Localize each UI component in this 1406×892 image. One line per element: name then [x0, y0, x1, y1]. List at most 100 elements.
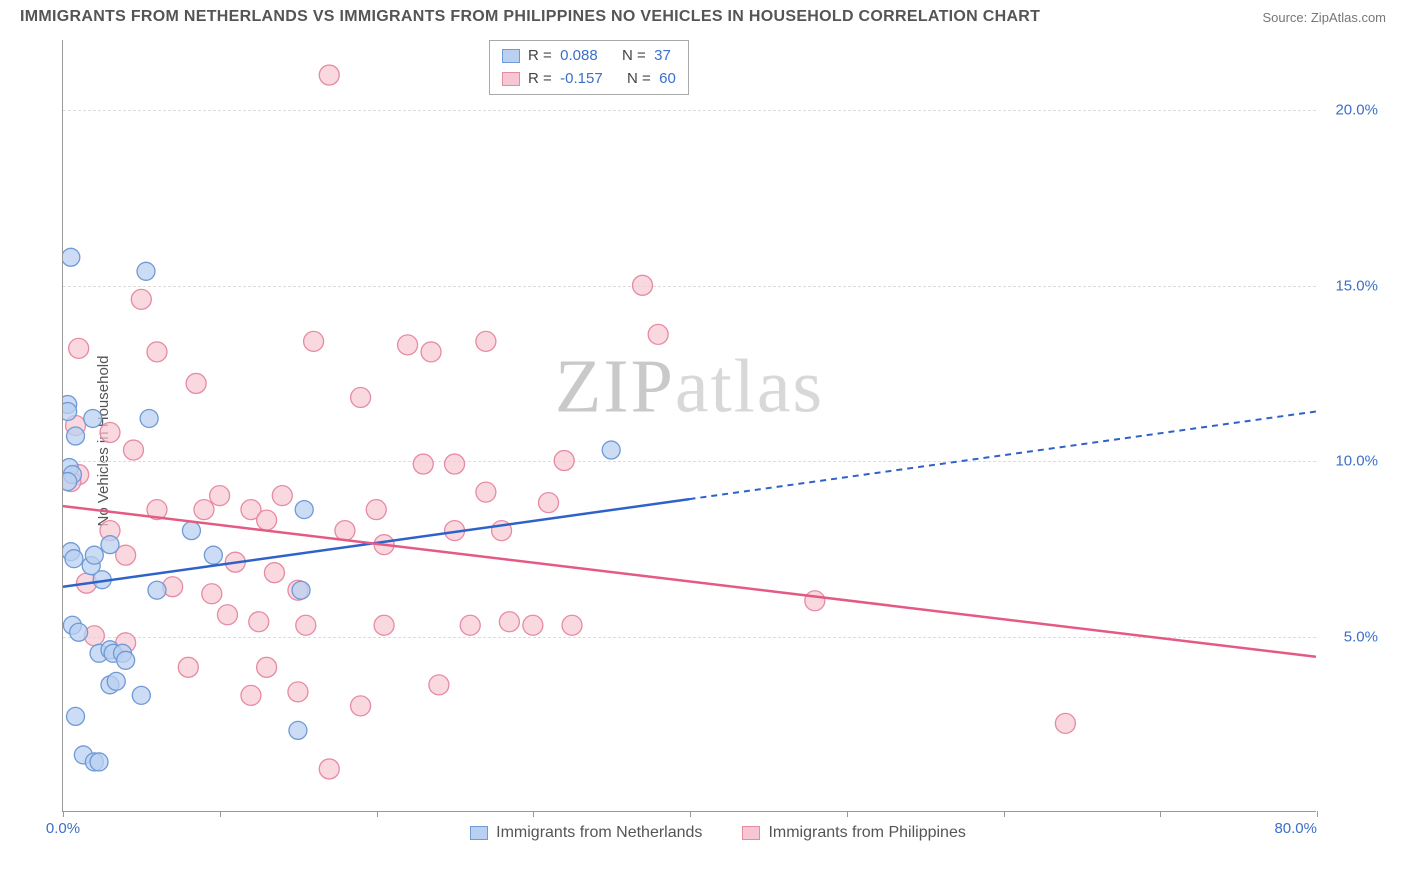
scatter-point [295, 501, 313, 519]
scatter-point [67, 707, 85, 725]
scatter-point [499, 612, 519, 632]
scatter-point [264, 563, 284, 583]
scatter-point [445, 454, 465, 474]
stats-box: R = 0.088 N = 37R = -0.157 N = 60 [489, 40, 689, 95]
scatter-point [210, 486, 230, 506]
scatter-point [562, 615, 582, 635]
scatter-point [140, 410, 158, 428]
scatter-point [460, 615, 480, 635]
x-tick [1317, 811, 1318, 817]
page-title: IMMIGRANTS FROM NETHERLANDS VS IMMIGRANT… [20, 8, 1040, 26]
x-tick [690, 811, 691, 817]
x-tick [1004, 811, 1005, 817]
legend-label: Immigrants from Philippines [768, 824, 965, 842]
legend-swatch [502, 72, 520, 86]
scatter-point [292, 581, 310, 599]
plot-area: ZIPatlas R = 0.088 N = 37R = -0.157 N = … [62, 40, 1316, 812]
scatter-point [117, 651, 135, 669]
scatter-point [272, 486, 292, 506]
scatter-point [84, 410, 102, 428]
scatter-point [554, 451, 574, 471]
scatter-point [633, 275, 653, 295]
y-tick-label: 5.0% [1344, 628, 1378, 645]
scatter-point [539, 493, 559, 513]
scatter-point [63, 402, 77, 420]
scatter-point [257, 510, 277, 530]
y-tick-label: 20.0% [1335, 102, 1378, 119]
legend: Immigrants from Netherlands Immigrants fr… [50, 824, 1386, 842]
y-tick-label: 10.0% [1335, 453, 1378, 470]
scatter-point [257, 657, 277, 677]
scatter-point [100, 423, 120, 443]
scatter-point [67, 427, 85, 445]
scatter-point [85, 546, 103, 564]
scatter-point [805, 591, 825, 611]
scatter-point [1055, 713, 1075, 733]
x-tick [220, 811, 221, 817]
scatter-point [351, 696, 371, 716]
scatter-point [65, 550, 83, 568]
scatter-point [63, 473, 77, 491]
scatter-point [351, 387, 371, 407]
scatter-point [602, 441, 620, 459]
scatter-point [398, 335, 418, 355]
scatter-point [429, 675, 449, 695]
x-tick [63, 811, 64, 817]
x-tick [1160, 811, 1161, 817]
legend-item: Immigrants from Philippines [742, 824, 965, 842]
legend-item: Immigrants from Netherlands [470, 824, 702, 842]
scatter-point [319, 759, 339, 779]
scatter-point [249, 612, 269, 632]
scatter-point [107, 672, 125, 690]
stat-n: N = 37 [622, 45, 671, 68]
scatter-point [70, 623, 88, 641]
scatter-point [90, 753, 108, 771]
legend-label: Immigrants from Netherlands [496, 824, 702, 842]
plot-svg [63, 40, 1316, 811]
scatter-point [241, 685, 261, 705]
scatter-point [476, 331, 496, 351]
scatter-point [202, 584, 222, 604]
scatter-point [523, 615, 543, 635]
scatter-point [217, 605, 237, 625]
scatter-point [186, 373, 206, 393]
scatter-point [304, 331, 324, 351]
stats-row: R = -0.157 N = 60 [502, 68, 676, 91]
scatter-point [296, 615, 316, 635]
scatter-point [421, 342, 441, 362]
x-tick [533, 811, 534, 817]
scatter-point [194, 500, 214, 520]
scatter-point [374, 615, 394, 635]
scatter-point [69, 338, 89, 358]
stats-row: R = 0.088 N = 37 [502, 45, 676, 68]
stat-r: R = -0.157 [528, 68, 603, 91]
trend-line-dashed [690, 411, 1317, 499]
scatter-point [204, 546, 222, 564]
legend-swatch [502, 49, 520, 63]
source-label: Source: ZipAtlas.com [1262, 10, 1386, 25]
scatter-point [289, 721, 307, 739]
y-tick-label: 15.0% [1335, 277, 1378, 294]
scatter-point [319, 65, 339, 85]
x-tick [847, 811, 848, 817]
scatter-point [147, 342, 167, 362]
scatter-point [335, 521, 355, 541]
stat-r: R = 0.088 [528, 45, 598, 68]
chart: No Vehicles in Household ZIPatlas R = 0.… [50, 40, 1386, 842]
scatter-point [288, 682, 308, 702]
scatter-point [131, 289, 151, 309]
scatter-point [101, 536, 119, 554]
scatter-point [148, 581, 166, 599]
legend-swatch [742, 826, 760, 840]
scatter-point [182, 522, 200, 540]
scatter-point [476, 482, 496, 502]
scatter-point [178, 657, 198, 677]
scatter-point [123, 440, 143, 460]
scatter-point [366, 500, 386, 520]
legend-swatch [470, 826, 488, 840]
scatter-point [648, 324, 668, 344]
x-tick [377, 811, 378, 817]
scatter-point [413, 454, 433, 474]
scatter-point [132, 686, 150, 704]
trend-line [63, 506, 1316, 657]
